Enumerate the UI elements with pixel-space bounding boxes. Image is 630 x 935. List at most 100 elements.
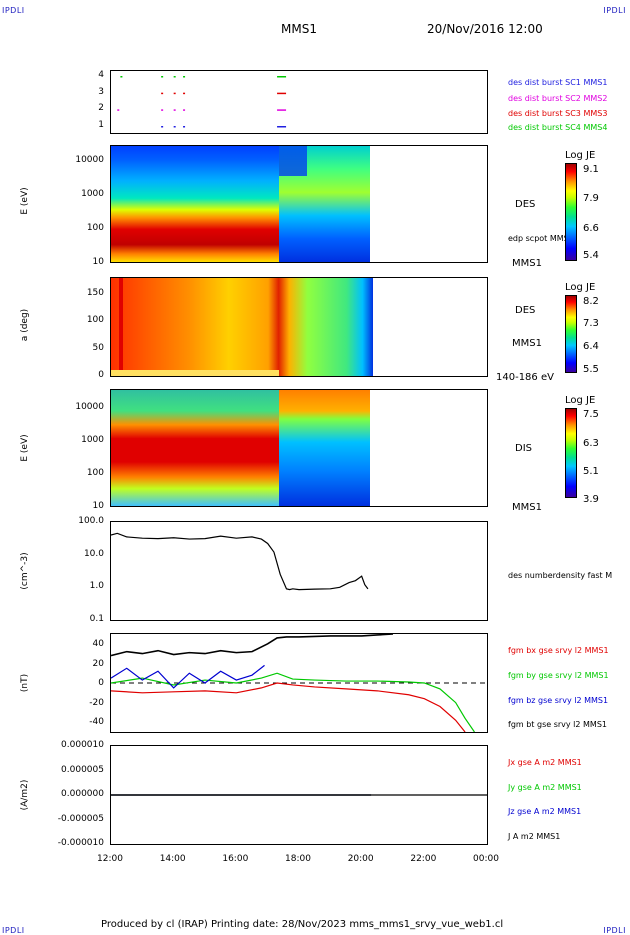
y-tick-label: 100.0 (78, 516, 104, 526)
des-energy-heatmap (111, 146, 370, 262)
y-tick-label: 100 (86, 315, 104, 326)
des-energy-footer-label: MMS1 (512, 258, 542, 269)
dis-energy-colorbar-title: Log JE (565, 395, 596, 406)
y-tick-label: 10 (92, 257, 104, 267)
y-tick-label: 10.0 (83, 548, 104, 559)
burst-mark (173, 76, 176, 78)
dis-energy-panel (110, 389, 488, 507)
des-pitch-cb-tick: 6.4 (583, 341, 599, 352)
current-plot (111, 794, 487, 796)
density-panel (110, 521, 488, 621)
burst-mark (183, 126, 186, 128)
x-tick-label: 20:00 (347, 854, 374, 864)
x-tick-label: 12:00 (97, 854, 123, 864)
dis-energy-cb-tick: 6.3 (583, 438, 599, 449)
x-tick-label: 00:00 (473, 854, 499, 864)
burst-mark (161, 92, 164, 95)
des-pitch-side-label: DES (515, 305, 536, 316)
fgm-legend-bx: fgm bx gse srvy l2 MMS1 (508, 646, 609, 655)
y-tick-label: 20 (92, 658, 104, 669)
dis-energy-colorbar (565, 408, 577, 498)
current-panel (110, 745, 488, 845)
corner-label-bottom-left: IPDLI (2, 926, 25, 935)
des-energy-side-label: DES (515, 199, 536, 210)
fgm-legend-by: fgm by gse srvy l2 MMS1 (508, 671, 609, 680)
y-tick-label: 1.0 (89, 581, 104, 592)
spacecraft-title: MMS1 (281, 22, 317, 36)
y-tick-label: 100 (86, 468, 104, 478)
y-tick-label: -0.000010 (57, 838, 104, 848)
burst-mark (183, 92, 186, 95)
fgm-by-line (111, 672, 475, 732)
des-energy-cb-tick: 6.6 (583, 223, 599, 234)
y-tick-label: 0 (98, 678, 104, 688)
burst-mark (161, 126, 164, 128)
dis-energy-heatmap (111, 390, 370, 506)
des-energy-cb-tick: 7.9 (583, 193, 599, 204)
burst-mark (161, 109, 164, 111)
dis-energy-cb-tick: 7.5 (583, 409, 599, 420)
legend-burst-sc3: des dist burst SC3 MMS3 (508, 109, 608, 118)
burst-mark (277, 76, 287, 78)
des-energy-ylabel: E (eV) (20, 187, 30, 215)
burst-mark (277, 92, 287, 95)
des-pitch-ylabel: a (deg) (20, 308, 30, 342)
des-pitch-side-label-2: MMS1 (512, 338, 542, 349)
burst-mark (183, 109, 186, 111)
dis-energy-cb-tick: 5.1 (583, 466, 599, 477)
corner-label-top-left: IPDLI (2, 6, 25, 15)
current-legend-j: J A m2 MMS1 (508, 832, 561, 841)
burst-mark (173, 92, 176, 95)
y-tick-label: 1000 (81, 435, 104, 445)
burst-mark (277, 109, 287, 111)
fgm-bz-line (111, 664, 265, 689)
burst-panel (110, 70, 488, 134)
y-tick-label: 0.000000 (61, 789, 104, 799)
y-tick-label: 4 (98, 70, 104, 80)
burst-mark (277, 126, 287, 128)
datetime-title: 20/Nov/2016 12:00 (427, 22, 543, 36)
burst-mark (161, 76, 164, 78)
des-energy-overlay-label: edp scpot MMS1 (508, 234, 574, 243)
fgm-bx-line (111, 682, 466, 732)
des-pitch-heatmap (111, 278, 373, 376)
x-tick-label: 18:00 (285, 854, 311, 864)
dis-energy-ylabel: E (eV) (20, 434, 30, 462)
y-tick-label: 100 (86, 223, 104, 233)
y-tick-label: 0.1 (89, 614, 104, 624)
density-legend-label: des numberdensity fast M (508, 571, 613, 580)
legend-burst-sc1: des dist burst SC1 MMS1 (508, 78, 608, 87)
burst-marks (117, 76, 287, 128)
x-tick-label: 14:00 (159, 854, 186, 864)
y-tick-label: -0.000005 (57, 813, 104, 824)
des-pitch-colorbar (565, 295, 577, 373)
legend-burst-sc2: des dist burst SC2 MMS2 (508, 94, 608, 103)
y-tick-label: 10 (92, 501, 104, 511)
burst-mark (120, 76, 123, 78)
y-tick-label: 1000 (81, 189, 104, 199)
x-tick-label: 16:00 (222, 854, 249, 864)
dis-energy-side-label: DIS (515, 443, 532, 454)
fgm-bt-line (111, 634, 394, 657)
dis-energy-footer-label: MMS1 (512, 502, 542, 513)
des-energy-cb-tick: 9.1 (583, 164, 599, 175)
y-tick-label: 2 (98, 103, 104, 114)
burst-mark (173, 109, 176, 111)
des-pitch-cb-tick: 8.2 (583, 296, 599, 307)
fgm-ylabel: (nT) (20, 673, 30, 693)
fgm-plot (111, 634, 487, 732)
density-series-line (111, 532, 369, 591)
x-tick-label: 22:00 (410, 854, 437, 864)
y-tick-label: 40 (92, 639, 104, 649)
des-energy-panel (110, 145, 488, 263)
fgm-legend-bz: fgm bz gse srvy l2 MMS1 (508, 696, 609, 705)
burst-mark (183, 76, 186, 78)
y-tick-label: 10000 (75, 402, 104, 412)
corner-label-top-right: IPDLI (603, 6, 626, 15)
y-tick-label: 0.000005 (61, 764, 104, 775)
corner-label-bottom-right: IPDLI (603, 926, 626, 935)
burst-mark (173, 126, 176, 128)
y-tick-label: 0 (98, 370, 104, 380)
y-tick-label: 3 (98, 86, 104, 97)
y-tick-label: 1 (98, 120, 104, 130)
